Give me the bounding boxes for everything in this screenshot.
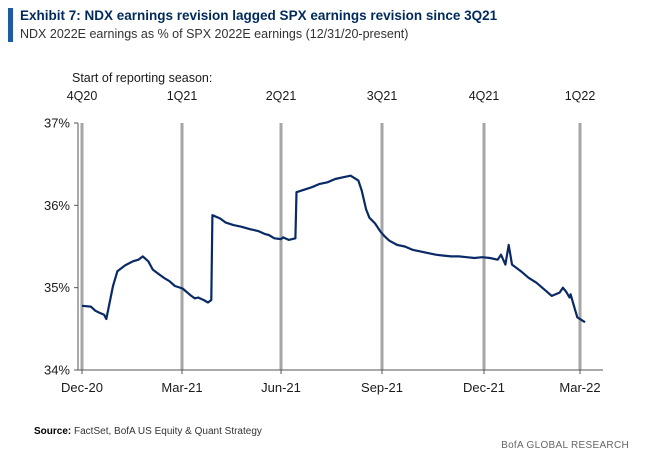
y-tick-label: 35% [44,280,70,295]
x-tick-label: Jun-21 [261,380,301,395]
y-tick-label: 34% [44,363,70,378]
x-tick-label: Mar-21 [161,380,202,395]
season-label: 1Q21 [167,89,198,103]
source-note: Source: FactSet, BofA US Equity & Quant … [34,426,262,437]
season-label: 1Q22 [565,89,596,103]
source-label: Source: [34,426,72,437]
x-tick-label: Dec-20 [61,380,103,395]
chart-subtitle: NDX 2022E earnings as % of SPX 2022E ear… [20,27,409,41]
chart-title: Exhibit 7: NDX earnings revision lagged … [20,8,498,23]
reporting-season-label: Start of reporting season: [72,71,213,85]
source-text: FactSet, BofA US Equity & Quant Strategy [74,426,262,437]
brand-footer: BofA GLOBAL RESEARCH [501,440,629,451]
y-tick-label: 37% [44,116,70,131]
series-line [81,174,586,324]
x-tick-label: Dec-21 [463,380,505,395]
x-tick-label: Sep-21 [361,380,403,395]
title-accent-bar [8,8,13,42]
season-label: 4Q21 [469,89,500,103]
y-tick-label: 36% [44,198,70,213]
x-tick-label: Mar-22 [559,380,600,395]
season-label: 4Q20 [67,89,98,103]
season-label: 2Q21 [266,89,297,103]
season-label: 3Q21 [367,89,398,103]
